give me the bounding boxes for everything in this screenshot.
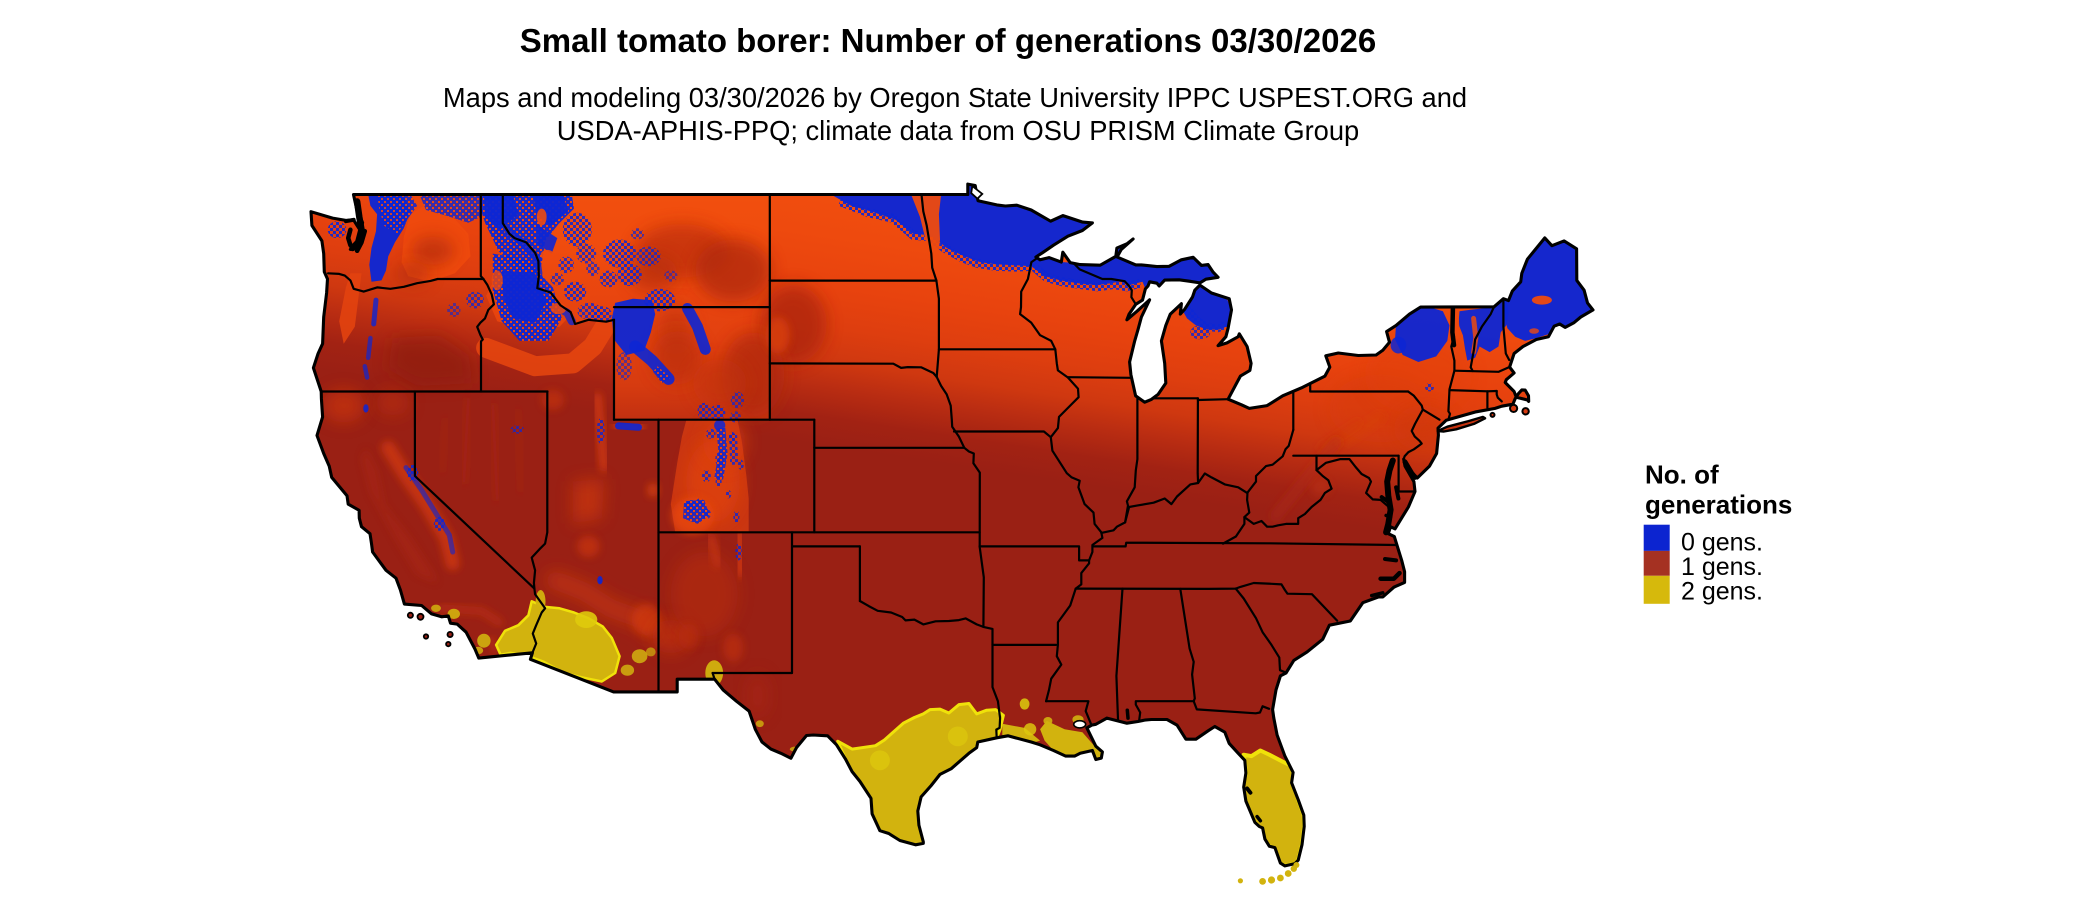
svg-text:Maps and modeling 03/30/2026 b: Maps and modeling 03/30/2026 by Oregon S… <box>443 82 1467 113</box>
svg-text:USDA-APHIS-PPQ; climate data f: USDA-APHIS-PPQ; climate data from OSU PR… <box>557 115 1359 146</box>
svg-text:No. of: No. of <box>1645 460 1719 490</box>
svg-text:1 gens.: 1 gens. <box>1681 553 1763 581</box>
svg-text:Small tomato borer: Number of: Small tomato borer: Number of generation… <box>520 22 1376 59</box>
svg-text:0 gens.: 0 gens. <box>1681 529 1763 557</box>
svg-text:generations: generations <box>1645 490 1792 520</box>
svg-text:2 gens.: 2 gens. <box>1681 578 1763 606</box>
